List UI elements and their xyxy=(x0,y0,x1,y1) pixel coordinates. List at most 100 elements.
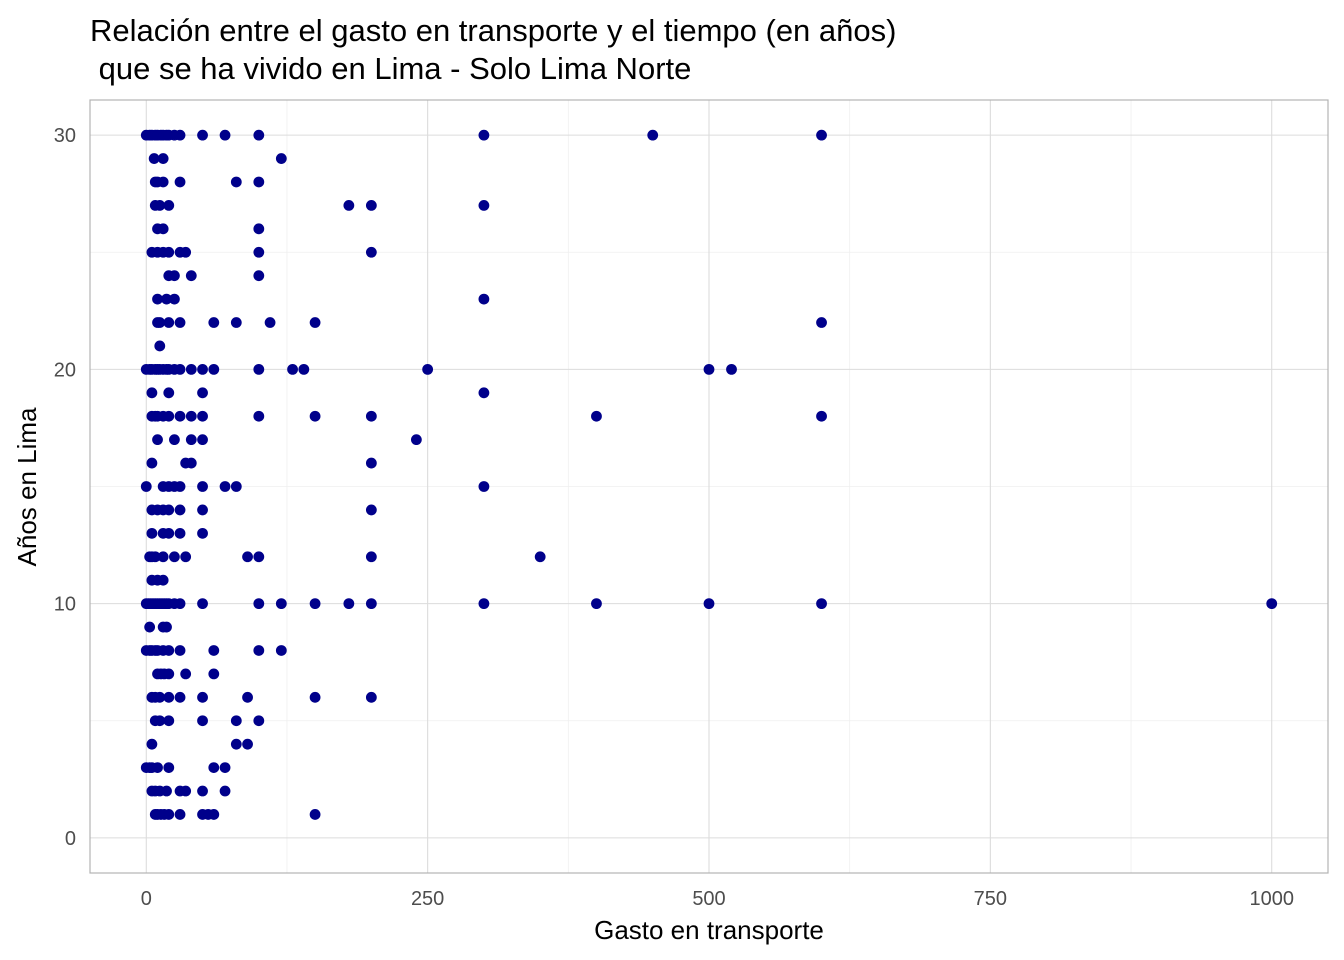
data-point xyxy=(219,129,231,141)
data-point xyxy=(180,668,192,680)
data-point xyxy=(163,410,175,422)
y-tick-label: 20 xyxy=(54,359,76,381)
data-point xyxy=(197,504,208,516)
y-axis-title: Años en Lima xyxy=(12,407,42,567)
data-point xyxy=(410,434,422,446)
data-point xyxy=(726,363,737,375)
data-point xyxy=(365,691,377,703)
data-point xyxy=(208,317,220,328)
data-point xyxy=(309,691,321,703)
data-point xyxy=(157,223,169,235)
data-point xyxy=(163,809,175,820)
data-point xyxy=(197,387,208,399)
data-point xyxy=(816,129,827,141)
x-tick-label: 1000 xyxy=(1249,888,1294,910)
data-point xyxy=(174,481,186,492)
chart-title-line-1: Relación entre el gasto en transporte y … xyxy=(90,13,896,48)
data-point xyxy=(309,410,321,422)
data-point xyxy=(208,645,220,656)
data-point xyxy=(146,457,158,469)
data-point xyxy=(163,715,175,727)
data-point xyxy=(180,785,192,797)
data-point xyxy=(264,317,276,328)
data-point xyxy=(163,200,175,211)
data-point xyxy=(253,363,265,375)
data-point xyxy=(144,621,156,633)
data-point xyxy=(253,176,265,188)
data-point xyxy=(185,363,197,375)
data-point xyxy=(163,691,175,703)
x-axis-title: Gasto en transporte xyxy=(594,915,824,945)
data-point xyxy=(309,598,321,610)
data-point xyxy=(253,129,265,141)
x-tick-label: 500 xyxy=(692,888,725,910)
data-point xyxy=(703,363,715,375)
data-point xyxy=(154,715,166,727)
data-point xyxy=(152,293,163,305)
data-point xyxy=(197,481,208,492)
data-point xyxy=(478,598,490,610)
data-point xyxy=(163,246,175,258)
data-point xyxy=(242,551,253,563)
data-point xyxy=(163,387,175,399)
data-point xyxy=(174,809,186,820)
data-point xyxy=(197,434,208,446)
data-point xyxy=(174,129,186,141)
data-point xyxy=(253,223,265,235)
data-point xyxy=(185,457,197,469)
y-tick-label: 30 xyxy=(54,125,76,147)
data-point xyxy=(197,715,208,727)
data-point xyxy=(169,293,180,305)
data-point xyxy=(275,645,287,656)
data-point xyxy=(343,598,355,610)
data-point xyxy=(365,598,377,610)
data-point xyxy=(185,434,197,446)
data-point xyxy=(197,691,208,703)
data-point xyxy=(157,574,169,586)
data-point xyxy=(185,270,197,282)
data-point xyxy=(230,481,242,492)
data-point xyxy=(478,481,490,492)
data-point xyxy=(816,317,827,328)
data-point xyxy=(287,363,298,375)
data-point xyxy=(591,410,602,422)
plot-panel-border xyxy=(89,99,1329,874)
data-point xyxy=(146,387,158,399)
data-point xyxy=(185,410,197,422)
y-tick-label: 0 xyxy=(65,828,76,850)
data-point xyxy=(169,270,180,282)
data-point xyxy=(253,715,265,727)
data-point xyxy=(816,598,827,610)
data-point xyxy=(253,645,265,656)
data-point xyxy=(174,691,186,703)
data-point xyxy=(157,551,169,563)
data-point xyxy=(174,527,186,539)
data-point xyxy=(591,598,602,610)
data-point xyxy=(163,504,175,516)
data-point xyxy=(140,481,152,492)
data-point xyxy=(230,176,242,188)
data-point xyxy=(208,363,220,375)
y-axis-ticks: 0 10 20 30 xyxy=(54,125,76,850)
data-point xyxy=(219,481,231,492)
data-point xyxy=(230,715,242,727)
data-point xyxy=(169,434,180,446)
data-point xyxy=(219,762,231,773)
data-point xyxy=(197,598,208,610)
data-point xyxy=(816,410,827,422)
data-point xyxy=(197,527,208,539)
data-point xyxy=(154,200,166,211)
data-point xyxy=(161,621,172,633)
data-point xyxy=(365,457,377,469)
data-point xyxy=(197,785,208,797)
data-point xyxy=(154,317,166,328)
data-point xyxy=(534,551,546,563)
y-tick-label: 10 xyxy=(54,594,76,616)
data-point xyxy=(146,738,158,750)
data-point xyxy=(343,200,355,211)
data-point xyxy=(197,363,208,375)
data-point xyxy=(163,762,175,773)
data-point xyxy=(163,668,175,680)
data-point xyxy=(309,809,321,820)
